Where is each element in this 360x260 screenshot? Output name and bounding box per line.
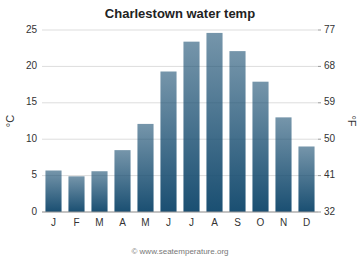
y2-tick bbox=[318, 66, 321, 67]
y-tick-label: 25 bbox=[26, 24, 38, 35]
y2-tick-label: 50 bbox=[324, 133, 336, 144]
grid-line bbox=[42, 212, 318, 213]
y2-tick bbox=[318, 139, 321, 140]
x-tick-label: O bbox=[257, 217, 265, 228]
chart-svg: 0 5 10 15 20 25 32 41 50 59 68 77 J F M A M J J A S O N D °C °F Ch… bbox=[0, 0, 360, 260]
chart-container: 0 5 10 15 20 25 32 41 50 59 68 77 J F M A M J J A S O N D °C °F Ch… bbox=[0, 0, 360, 260]
x-tick-label: S bbox=[234, 217, 241, 228]
y2-axis-label: °F bbox=[346, 115, 358, 126]
y2-tick bbox=[318, 175, 321, 176]
grid-line bbox=[42, 66, 318, 67]
bar bbox=[206, 33, 222, 212]
grid-line bbox=[42, 102, 318, 103]
y2-tick-label: 32 bbox=[324, 206, 336, 217]
y2-tick-label: 41 bbox=[324, 169, 336, 180]
bar bbox=[68, 176, 84, 212]
bar bbox=[183, 42, 199, 212]
bar bbox=[91, 171, 107, 212]
x-tick-label: F bbox=[73, 217, 79, 228]
y2-tick-label: 77 bbox=[324, 24, 336, 35]
x-tick-label: J bbox=[51, 217, 56, 228]
bar bbox=[252, 82, 268, 212]
y2-tick bbox=[318, 212, 321, 213]
x-tick-label: M bbox=[141, 217, 149, 228]
title: Charlestown water temp bbox=[105, 6, 255, 21]
x-tick-label: A bbox=[119, 217, 126, 228]
bar bbox=[275, 117, 291, 212]
y2-tick-label: 59 bbox=[324, 96, 336, 107]
y-tick-label: 10 bbox=[26, 133, 38, 144]
grid bbox=[42, 30, 318, 212]
bar bbox=[45, 171, 61, 212]
bar bbox=[229, 51, 245, 212]
y-axis-label: °C bbox=[4, 115, 16, 127]
x-tick-label: D bbox=[303, 217, 310, 228]
x-tick-label: M bbox=[95, 217, 103, 228]
y-tick-label: 20 bbox=[26, 60, 38, 71]
y2-tick bbox=[318, 102, 321, 103]
annotation: © www.seatemperature.org bbox=[131, 247, 228, 256]
x-tick-label: J bbox=[166, 217, 171, 228]
bars bbox=[45, 33, 314, 212]
x-tick-label: A bbox=[211, 217, 218, 228]
x-tick-label: N bbox=[280, 217, 287, 228]
grid-line bbox=[42, 30, 318, 31]
bar bbox=[298, 146, 314, 212]
y-tick-label: 15 bbox=[26, 96, 38, 107]
y2-tick-label: 68 bbox=[324, 60, 336, 71]
x-axis-line bbox=[42, 212, 318, 213]
bar bbox=[137, 124, 153, 212]
x-tick-label: J bbox=[189, 217, 194, 228]
bar bbox=[114, 150, 130, 212]
y2-tick bbox=[318, 30, 321, 31]
bar bbox=[160, 71, 176, 212]
y-tick-label: 0 bbox=[31, 206, 37, 217]
y-tick-label: 5 bbox=[31, 169, 37, 180]
